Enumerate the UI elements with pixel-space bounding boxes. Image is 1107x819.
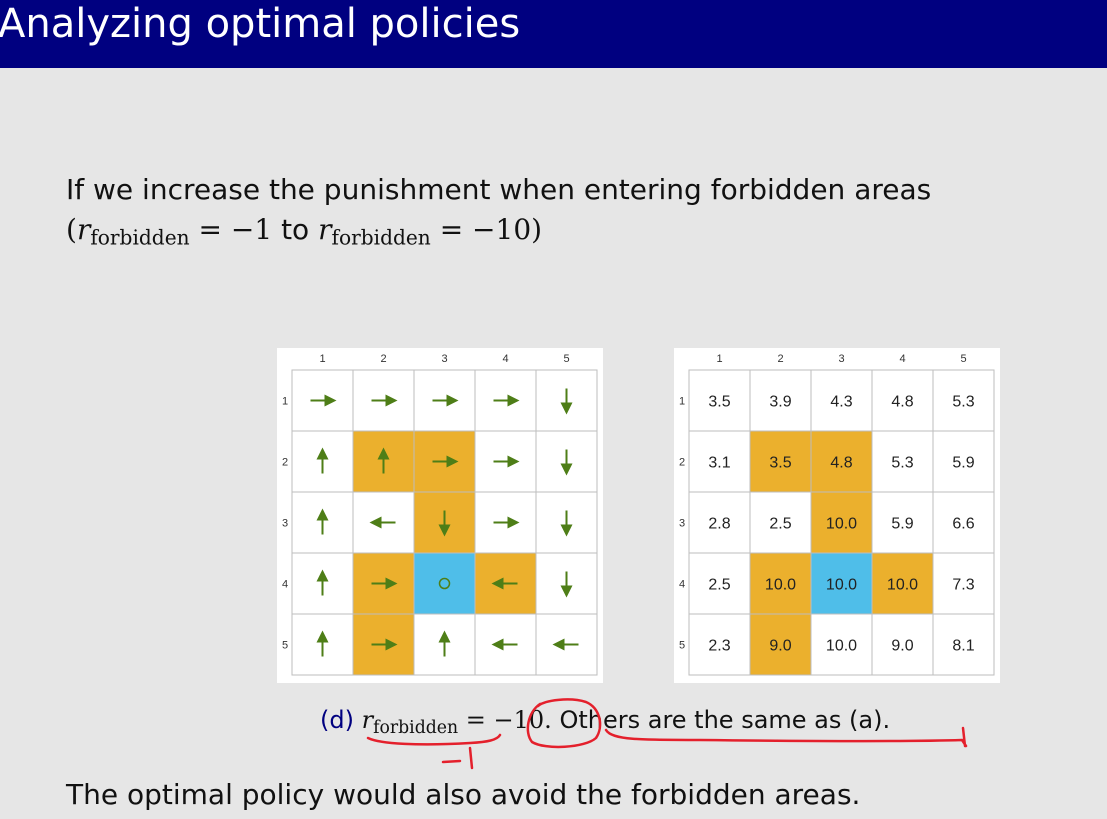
state-value-label: 2.8 [708,516,730,533]
value-cell-normal [810,613,873,676]
policy-stay-icon [438,577,451,590]
policy-grid: 1 2 3 4 5 1 2 3 4 5 [282,353,598,676]
state-value-label: 7.3 [952,577,974,594]
value-cell-normal [688,430,751,493]
value-row-label: 5 [679,640,685,652]
slide-title: Analyzing optimal policies [0,1,521,47]
value-cell-forbidden [749,552,812,615]
policy-grid-panel: 1 2 3 4 5 1 2 3 4 5 [277,348,603,683]
state-value-label: 4.8 [891,394,913,411]
state-value-label: 2.5 [769,516,791,533]
intro-math-line: (rforbidden = −1 to rforbidden = −10) [66,213,543,250]
state-value-label: 3.9 [769,394,791,411]
value-cell-normal [932,491,995,554]
policy-cell-normal [413,613,476,676]
value-cell-normal [932,369,995,432]
conclusion-text: The optimal policy would also avoid the … [66,778,861,811]
intro-math-sub-1: forbidden [90,225,190,250]
value-cell-normal [932,430,995,493]
intro-text: If we increase the punishment when enter… [66,173,932,206]
value-col-label: 5 [960,353,966,365]
value-cell-forbidden [871,552,934,615]
caption-sub: forbidden [373,717,459,738]
value-grid-panel: 1 2 3 4 5 1 2 3 4 5 3.5 3.9 4.3 4.8 5.3 3.1 3.5 4.8 5.3 5.9… [674,348,1000,683]
value-col-label: 3 [838,353,844,365]
policy-row-label: 3 [282,518,288,530]
annotation-tick-mark [441,746,474,770]
intro-math-sub-2: forbidden [331,225,431,250]
value-row-label: 4 [679,579,685,591]
state-value-label: 10.0 [887,577,918,594]
policy-col-label: 1 [319,353,325,365]
value-cell-normal [749,491,812,554]
value-cell-normal [688,491,751,554]
state-value-label: 4.8 [830,455,852,472]
value-cell-normal [932,552,995,615]
figure-caption: (d) rforbidden = −10. Others are the sam… [320,702,890,746]
value-cell-normal [688,369,751,432]
state-value-label: 3.5 [708,394,730,411]
value-col-label: 4 [899,353,905,365]
value-cell-normal [871,369,934,432]
policy-row-label: 5 [282,640,288,652]
caption-rest: Others are the same as (a). [559,706,891,734]
policy-row-label: 1 [282,396,288,408]
policy-col-label: 2 [380,353,386,365]
state-value-label: 10.0 [826,516,857,533]
value-col-label: 2 [777,353,783,365]
caption-var: r [361,706,374,734]
value-cell-forbidden [749,430,812,493]
state-value-label: 5.9 [952,455,974,472]
policy-col-label: 5 [563,353,569,365]
caption-value: = −10. [465,706,552,734]
value-row-label: 2 [679,457,685,469]
state-value-label: 5.9 [891,516,913,533]
intro-math-var-1: r [76,213,91,246]
state-value-label: 5.3 [891,455,913,472]
state-value-label: 10.0 [826,638,857,655]
value-cell-normal [688,552,751,615]
caption-tag: (d) [320,706,354,734]
value-cell-forbidden [749,613,812,676]
state-value-label: 6.6 [952,516,974,533]
state-value-label: 8.1 [952,638,974,655]
policy-col-label: 4 [502,353,508,365]
policy-row-label: 2 [282,457,288,469]
intro-math-to: = −10 [439,213,532,246]
policy-cell-target [413,552,476,615]
state-value-label: 9.0 [769,638,791,655]
value-cell-normal [932,613,995,676]
intro-math-connector: to [281,213,310,246]
state-value-label: 5.3 [952,394,974,411]
state-value-label: 10.0 [765,577,796,594]
state-value-label: 2.3 [708,638,730,655]
intro-text-block: If we increase the punishment when enter… [66,170,931,258]
policy-cell-forbidden [413,430,476,493]
policy-cell-normal [474,491,537,554]
state-value-label: 2.5 [708,577,730,594]
value-row-label: 3 [679,518,685,530]
value-row-label: 1 [679,396,685,408]
value-cell-normal [688,613,751,676]
state-value-label: 3.1 [708,455,730,472]
policy-row-label: 4 [282,579,288,591]
title-bar: Analyzing optimal policies [0,0,1107,68]
intro-math-var-2: r [318,213,332,246]
state-value-label: 3.5 [769,455,791,472]
state-value-label: 9.0 [891,638,913,655]
state-value-label: 4.3 [830,394,852,411]
intro-math-from: = −1 [198,213,273,246]
state-value-grid: 1 2 3 4 5 1 2 3 4 5 3.5 3.9 4.3 4.8 5.3 3.1 3.5 4.8 5.3 5.9… [679,353,995,676]
state-value-label: 10.0 [826,577,857,594]
value-cell-target [810,552,873,615]
policy-col-label: 3 [441,353,447,365]
value-col-label: 1 [716,353,722,365]
